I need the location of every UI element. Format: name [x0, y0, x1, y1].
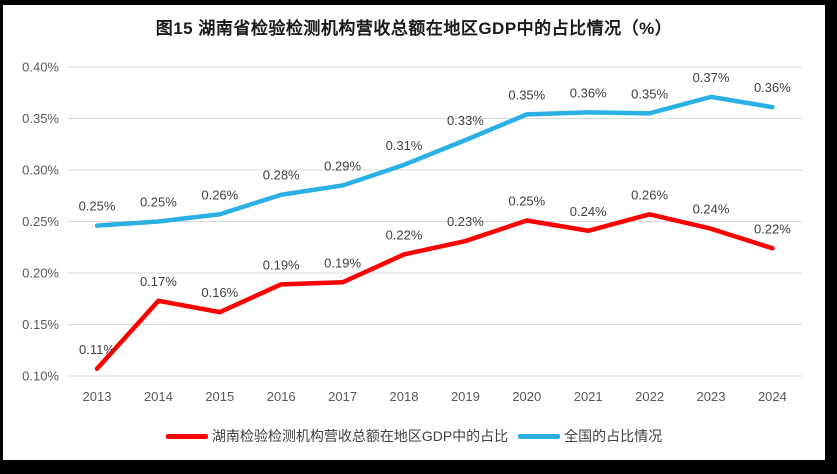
x-axis-tick-label: 2024: [758, 389, 787, 404]
hunan-data-label: 0.24%: [693, 202, 730, 217]
hunan-data-label: 0.19%: [263, 257, 300, 272]
x-axis-tick-label: 2015: [205, 389, 234, 404]
national-data-label: 0.25%: [140, 195, 177, 210]
legend-swatch-hunan-line-icon: [165, 433, 208, 439]
national-data-label: 0.36%: [570, 85, 607, 100]
y-axis-tick-label: 0.35%: [22, 111, 59, 126]
national-series-line: [94, 94, 775, 228]
national-data-label: 0.31%: [386, 138, 423, 153]
y-axis-tick-label: 0.15%: [22, 317, 59, 332]
legend-item-national: 全国的占比情况: [518, 426, 662, 446]
hunan-data-label: 0.17%: [140, 274, 177, 289]
x-axis-tick-label: 2018: [390, 389, 419, 404]
national-data-label: 0.36%: [754, 80, 791, 95]
x-axis-tick-label: 2019: [451, 389, 480, 404]
hunan-data-label: 0.25%: [508, 193, 545, 208]
x-axis-tick-label: 2020: [512, 389, 541, 404]
x-axis-tick-label: 2023: [697, 389, 726, 404]
legend: 湖南检验检测机构营收总额在地区GDP中的占比 全国的占比情况: [3, 426, 825, 446]
national-data-label: 0.35%: [508, 87, 545, 102]
y-axis-tick-label: 0.40%: [22, 60, 59, 75]
y-axis-tick-label: 0.30%: [22, 163, 59, 178]
national-data-label: 0.37%: [693, 70, 730, 85]
hunan-data-label: 0.26%: [631, 187, 668, 202]
y-axis-tick-label: 0.25%: [22, 214, 59, 229]
x-axis-tick-label: 2016: [267, 389, 296, 404]
x-axis-tick-label: 2017: [328, 389, 357, 404]
national-data-label: 0.35%: [631, 86, 668, 101]
legend-label-national: 全国的占比情况: [564, 428, 663, 444]
hunan-data-label: 0.16%: [201, 285, 238, 300]
chart-canvas: 0.10% 0.15% 0.20% 0.25% 0.30% 0.35% 0.40% 2013 2…: [3, 5, 825, 460]
chart-title: 图15 湖南省检验检测机构营收总额在地区GDP中的占比情况（%）: [155, 19, 673, 38]
y-axis-tick-label: 0.10%: [22, 369, 59, 384]
legend-label-hunan: 湖南检验检测机构营收总额在地区GDP中的占比: [211, 428, 509, 444]
hunan-data-label: 0.22%: [754, 221, 791, 236]
national-data-label: 0.25%: [79, 199, 116, 214]
legend-item-hunan: 湖南检验检测机构营收总额在地区GDP中的占比: [165, 426, 509, 446]
national-data-label: 0.29%: [324, 158, 361, 173]
legend-swatch-national-line-icon: [518, 433, 561, 439]
hunan-data-label: 0.24%: [570, 204, 607, 219]
hunan-data-label: 0.19%: [324, 255, 361, 270]
y-axis-tick-label: 0.20%: [22, 266, 59, 281]
hunan-data-label: 0.23%: [447, 214, 484, 229]
hunan-data-label: 0.22%: [386, 227, 423, 242]
national-data-label: 0.26%: [201, 187, 238, 202]
hunan-series-line: [94, 212, 775, 372]
hunan-data-label: 0.11%: [79, 342, 115, 357]
national-data-label: 0.33%: [447, 113, 484, 128]
x-axis-tick-label: 2014: [144, 389, 173, 404]
national-data-label: 0.28%: [263, 168, 300, 183]
x-axis-tick-label: 2022: [635, 389, 664, 404]
x-axis-tick-label: 2013: [83, 389, 112, 404]
x-axis-tick-label: 2021: [574, 389, 603, 404]
